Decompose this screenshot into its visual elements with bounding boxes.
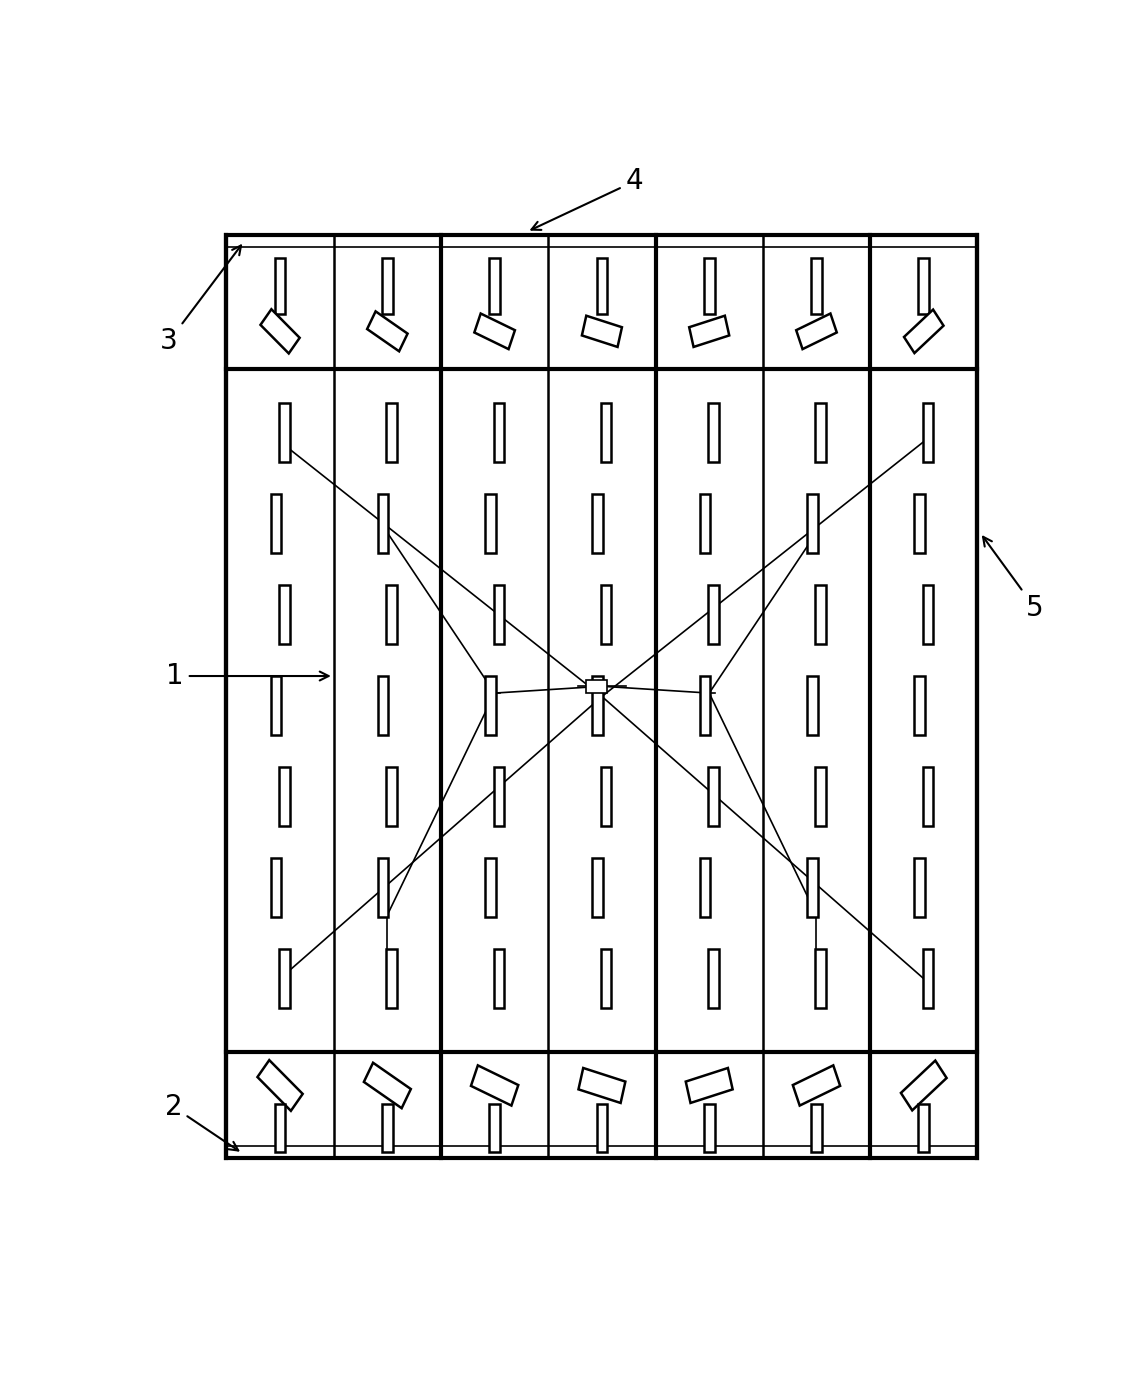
Bar: [922, 949, 934, 1009]
Bar: [364, 1063, 410, 1108]
Bar: [593, 493, 603, 553]
Bar: [386, 402, 397, 463]
Bar: [489, 257, 500, 314]
Bar: [377, 858, 389, 918]
Bar: [258, 1060, 303, 1111]
Bar: [922, 402, 934, 463]
Bar: [494, 585, 504, 644]
Bar: [275, 257, 285, 314]
Bar: [812, 1104, 822, 1151]
Bar: [601, 949, 611, 1009]
Bar: [382, 1104, 392, 1151]
Bar: [494, 949, 504, 1009]
Bar: [386, 767, 397, 826]
Bar: [494, 767, 504, 826]
Bar: [690, 315, 730, 347]
Bar: [807, 858, 817, 918]
Bar: [275, 1104, 285, 1151]
Bar: [593, 858, 603, 918]
Bar: [700, 858, 710, 918]
Text: 4: 4: [531, 167, 643, 229]
Bar: [601, 585, 611, 644]
Bar: [601, 402, 611, 463]
Bar: [486, 858, 496, 918]
Bar: [279, 767, 290, 826]
Bar: [914, 493, 925, 553]
Bar: [815, 402, 826, 463]
Bar: [386, 585, 397, 644]
Bar: [904, 310, 944, 352]
Bar: [270, 493, 282, 553]
Bar: [471, 1066, 519, 1106]
Bar: [486, 493, 496, 553]
Bar: [922, 767, 934, 826]
Bar: [901, 1060, 946, 1110]
Bar: [279, 402, 290, 463]
Bar: [703, 1104, 715, 1151]
Bar: [708, 585, 718, 644]
Bar: [815, 767, 826, 826]
Bar: [489, 1104, 500, 1151]
Bar: [708, 767, 718, 826]
Bar: [700, 676, 710, 735]
Text: 1: 1: [166, 662, 328, 690]
Bar: [796, 314, 837, 350]
Bar: [474, 314, 515, 350]
Bar: [922, 585, 934, 644]
Bar: [596, 1104, 608, 1151]
Bar: [708, 949, 718, 1009]
Bar: [578, 1068, 626, 1103]
Bar: [807, 493, 817, 553]
Text: 2: 2: [164, 1093, 238, 1150]
Bar: [815, 585, 826, 644]
Bar: [279, 949, 290, 1009]
Bar: [260, 310, 300, 354]
Bar: [792, 1066, 840, 1106]
Bar: [581, 315, 622, 347]
Bar: [686, 1068, 733, 1103]
Bar: [700, 493, 710, 553]
Bar: [377, 493, 389, 553]
Bar: [914, 676, 925, 735]
Bar: [596, 257, 608, 314]
Bar: [279, 585, 290, 644]
Bar: [227, 235, 977, 1158]
Bar: [593, 676, 603, 735]
Bar: [919, 1104, 929, 1151]
Bar: [703, 257, 715, 314]
Bar: [486, 676, 496, 735]
Bar: [815, 949, 826, 1009]
Bar: [382, 257, 392, 314]
Bar: [708, 402, 718, 463]
Bar: [586, 680, 608, 692]
Text: 3: 3: [160, 246, 241, 355]
Bar: [367, 311, 408, 351]
Bar: [270, 858, 282, 918]
Bar: [386, 949, 397, 1009]
Bar: [377, 676, 389, 735]
Bar: [601, 767, 611, 826]
Text: 5: 5: [983, 536, 1043, 622]
Bar: [812, 257, 822, 314]
Bar: [914, 858, 925, 918]
Bar: [270, 676, 282, 735]
Bar: [919, 257, 929, 314]
Bar: [807, 676, 817, 735]
Bar: [494, 402, 504, 463]
